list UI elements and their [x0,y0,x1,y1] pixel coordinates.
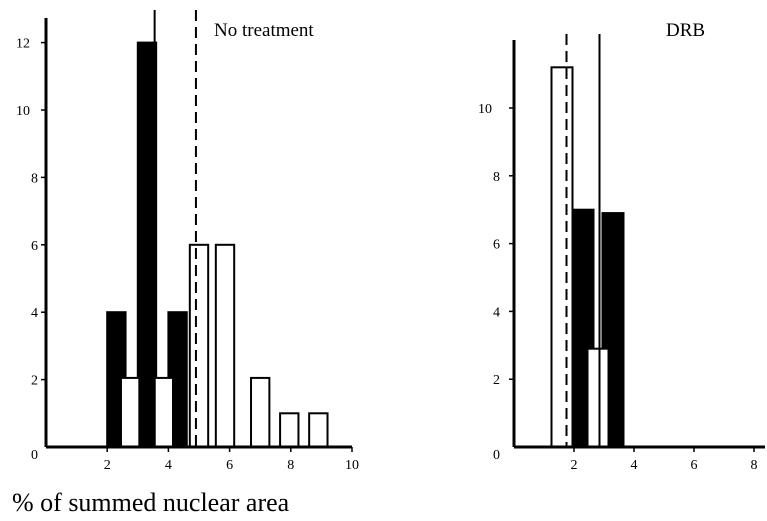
y-tick-label: 6 [31,239,38,254]
x-tick-label: 4 [165,458,172,473]
drb-panel: DRB 0 2 4 6 8 10 2 4 6 8 [478,20,765,473]
x-tick-label: 8 [751,458,758,473]
x-tick-label: 10 [345,458,359,473]
x-axis-label: % of summed nuclear area [12,488,290,517]
y-tick-label: 8 [493,170,500,185]
y-tick-label: 8 [31,171,38,186]
panel-title: DRB [666,20,705,41]
open-bar [550,66,574,448]
filled-bar [136,41,158,448]
y-tick-label: 12 [16,37,30,52]
y-tick-label: 6 [493,238,500,253]
open-bar [279,412,300,448]
open-bar [188,243,210,448]
y-tick-label: 2 [31,374,38,389]
x-tick-label: 6 [691,458,698,473]
y-tick-label: 10 [16,104,30,119]
x-tick-label: 8 [287,458,294,473]
x-tick-label: 2 [571,458,578,473]
panel-title: No treatment [214,20,314,41]
y-tick-label: 0 [493,448,500,463]
open-bar [214,243,236,448]
no-treatment-panel: No treatment 0 2 4 6 8 10 12 2 4 6 8 10 [16,10,359,473]
y-tick-label: 10 [478,102,492,117]
x-tick-label: 2 [104,458,111,473]
open-bar [586,347,610,448]
open-bar [119,376,141,449]
x-tick-label: 4 [631,458,638,473]
y-tick-label: 2 [493,373,500,388]
y-tick-label: 0 [31,448,38,463]
open-bar [250,376,271,449]
y-tick-label: 4 [493,305,500,320]
y-tick-label: 4 [31,306,38,321]
open-bar [308,412,329,448]
x-tick-label: 6 [226,458,233,473]
open-bar [153,376,174,449]
